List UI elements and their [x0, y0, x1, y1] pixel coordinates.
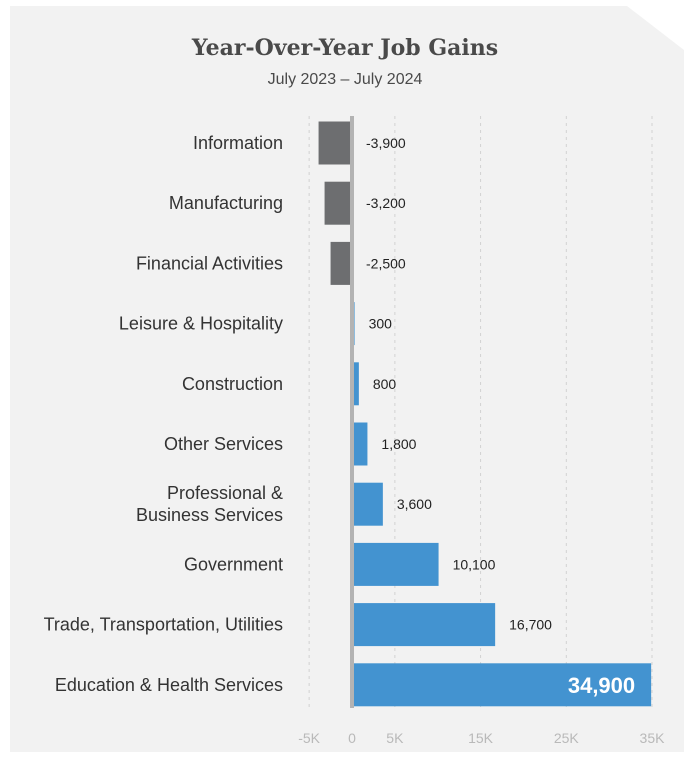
- category-label: Education & Health Services: [55, 675, 283, 695]
- x-axis-ticks: -5K 0 5K 15K 25K 35K: [298, 730, 665, 746]
- value-label: 10,100: [453, 556, 496, 572]
- value-label: -3,200: [366, 195, 406, 211]
- chart-subtitle: July 2023 – July 2024: [268, 71, 423, 88]
- value-label: 34,900: [568, 673, 635, 698]
- bar: [324, 181, 352, 225]
- bar: [352, 422, 368, 466]
- category-label: Financial Activities: [136, 253, 283, 273]
- category-label: Professional & Business Services: [136, 483, 283, 525]
- category-label: Leisure & Hospitality: [119, 314, 283, 334]
- value-label: -3,900: [366, 135, 406, 151]
- value-label: 16,700: [509, 617, 552, 633]
- x-tick-label: 35K: [640, 730, 666, 746]
- category-label: Government: [184, 554, 283, 574]
- x-tick-label: 0: [348, 730, 356, 746]
- value-label: 3,600: [397, 496, 432, 512]
- bar: [352, 362, 359, 406]
- value-label: 300: [369, 316, 393, 332]
- category-label: Manufacturing: [169, 193, 283, 213]
- chart-title: Year-Over-Year Job Gains: [191, 35, 498, 61]
- category-label: Construction: [182, 374, 283, 394]
- bars-group: [318, 116, 652, 708]
- x-tick-label: 15K: [468, 730, 494, 746]
- bar: [352, 603, 496, 647]
- bar: [352, 542, 439, 586]
- x-tick-label: -5K: [298, 730, 320, 746]
- category-label: Information: [193, 133, 283, 153]
- card-background: [10, 6, 684, 752]
- labels-group: Information -3,900 Manufacturing -3,200 Fina…: [44, 133, 636, 698]
- bar: [318, 121, 352, 165]
- x-tick-label: 5K: [386, 730, 404, 746]
- x-tick-label: 25K: [554, 730, 580, 746]
- value-label: 1,800: [381, 436, 416, 452]
- bar: [330, 241, 352, 285]
- grid-lines: [308, 116, 653, 708]
- bar: [352, 482, 383, 526]
- category-label: Other Services: [164, 434, 283, 454]
- value-label: 800: [373, 376, 397, 392]
- value-label: -2,500: [366, 255, 406, 271]
- category-label: Trade, Transportation, Utilities: [44, 615, 283, 635]
- bar: [352, 663, 652, 707]
